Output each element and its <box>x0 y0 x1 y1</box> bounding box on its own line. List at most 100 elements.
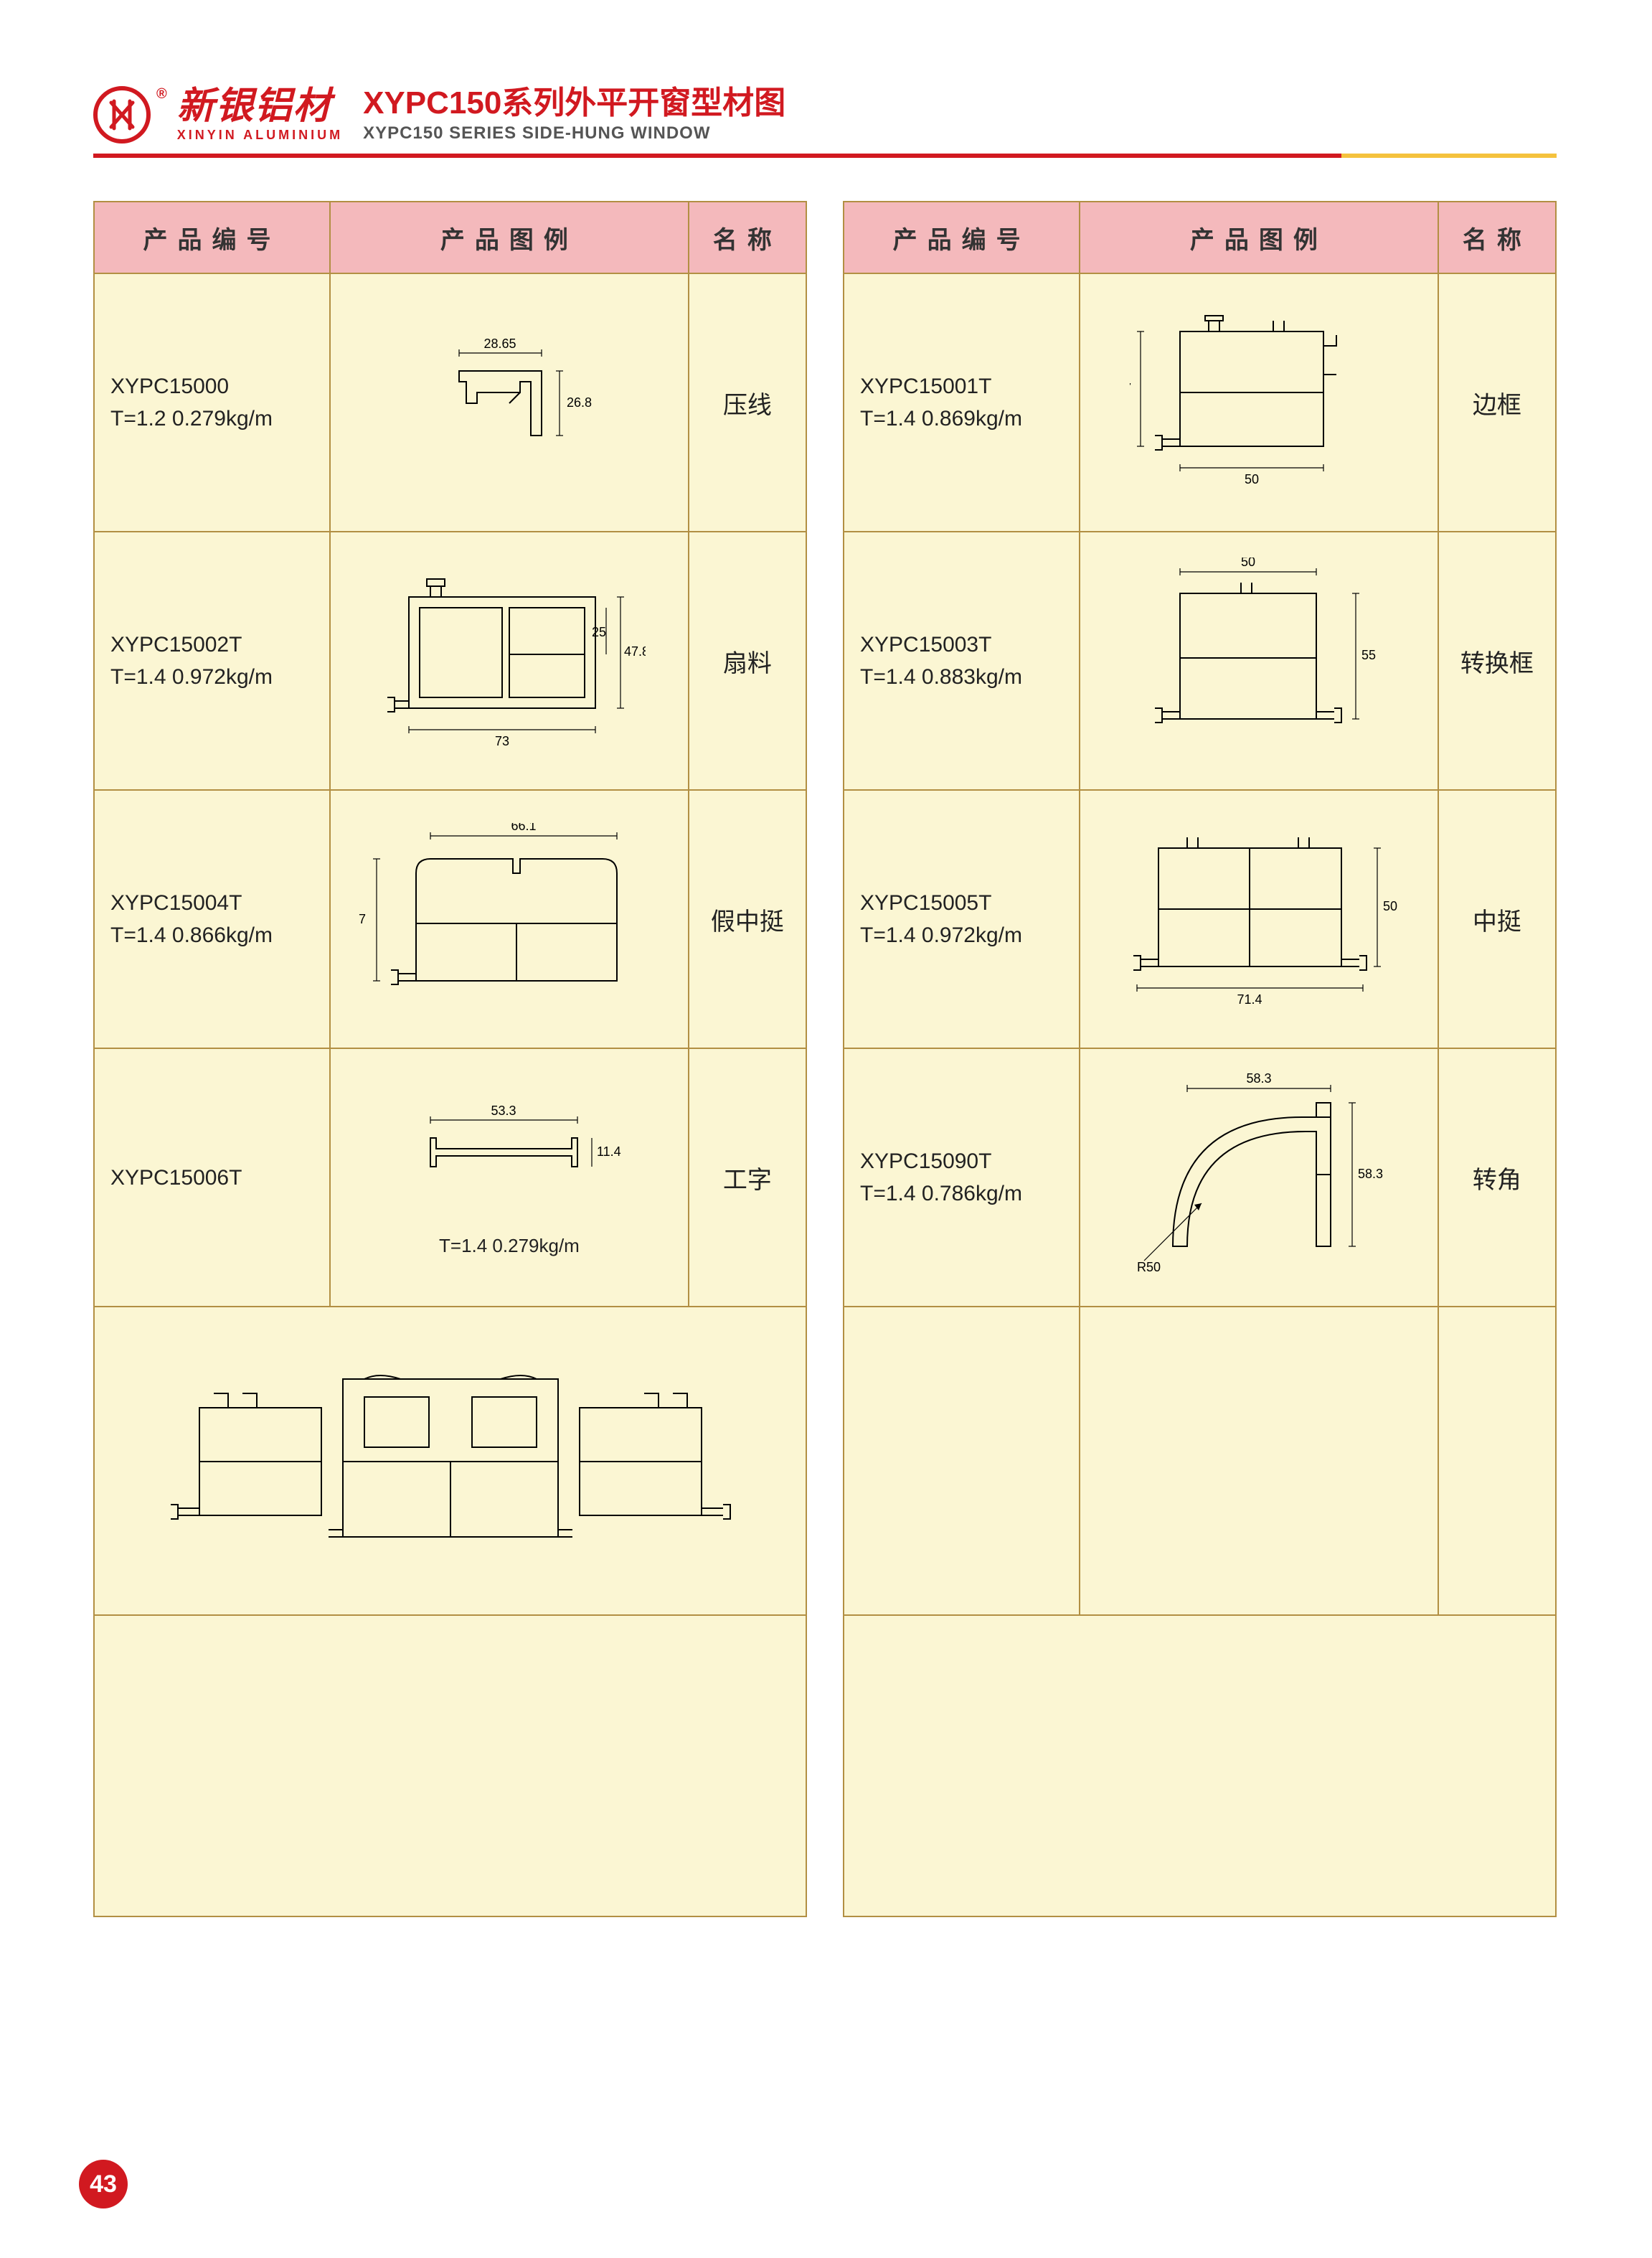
code-line1: XYPC15004T <box>110 891 242 915</box>
dim-w: 28.65 <box>483 337 516 351</box>
code-line2: T=1.4 0.869kg/m <box>860 407 1022 431</box>
product-name: 压线 <box>689 273 806 532</box>
product-code: XYPC15003T T=1.4 0.883kg/m <box>844 532 1080 790</box>
code-line1: XYPC15005T <box>860 891 991 915</box>
product-figure: 50 71.4 <box>1080 790 1438 1048</box>
code-line1: XYPC15006T <box>110 1166 242 1190</box>
logo-mark-icon <box>93 86 151 144</box>
col-figure: 产品图例 <box>330 202 689 273</box>
col-code: 产品编号 <box>844 202 1080 273</box>
dim-h: 49.7 <box>1130 381 1131 395</box>
title-block: XYPC150系列外平开窗型材图 XYPC150 SERIES SIDE-HUN… <box>363 86 785 144</box>
assembly-row <box>94 1307 806 1615</box>
dim-inset: 25 <box>592 625 606 639</box>
product-code: XYPC15006T <box>94 1048 330 1307</box>
col-code: 产品编号 <box>94 202 330 273</box>
table-row: XYPC15006T 53.3 <box>94 1048 806 1307</box>
dim-w: 71.4 <box>1237 992 1262 1007</box>
product-name: 工字 <box>689 1048 806 1307</box>
col-name: 名称 <box>1438 202 1556 273</box>
blank-cell <box>1438 1307 1556 1615</box>
product-name: 转换框 <box>1438 532 1556 790</box>
dim-h: 26.8 <box>567 395 592 410</box>
code-line1: XYPC15002T <box>110 633 242 657</box>
dim-h: 47.8 <box>624 644 646 659</box>
code-line1: XYPC15001T <box>860 375 991 398</box>
blank-cell <box>94 1615 806 1916</box>
table-row: XYPC15005T T=1.4 0.972kg/m <box>844 790 1556 1048</box>
blank-row <box>844 1615 1556 1916</box>
table-row: XYPC15001T T=1.4 0.869kg/m <box>844 273 1556 532</box>
table-row: XYPC15000 T=1.2 0.279kg/m <box>94 273 806 532</box>
brand-en: XINYIN ALUMINIUM <box>177 128 343 143</box>
registered-mark: ® <box>156 86 167 103</box>
table-row: XYPC15003T T=1.4 0.883kg/m <box>844 532 1556 790</box>
tables-wrap: 产品编号 产品图例 名称 XYPC15000 T=1.2 0.279kg/m <box>93 201 1557 1917</box>
product-figure: 50 55 <box>1080 532 1438 790</box>
code-line2: T=1.4 0.866kg/m <box>110 923 273 947</box>
figure-caption: T=1.4 0.279kg/m <box>346 1235 672 1257</box>
code-line1: XYPC15003T <box>860 633 991 657</box>
table-row: XYPC15002T T=1.4 0.972kg/m <box>94 532 806 790</box>
dim-h: 50 <box>1383 899 1397 913</box>
dim-r: R50 <box>1137 1260 1161 1274</box>
header: ® 新银铝材 XINYIN ALUMINIUM XYPC150系列外平开窗型材图… <box>93 86 1557 144</box>
product-figure: 73 47.8 25 <box>330 532 689 790</box>
code-line2: T=1.4 0.972kg/m <box>860 923 1022 947</box>
product-name: 假中挺 <box>689 790 806 1048</box>
blank-row <box>94 1615 806 1916</box>
brand-logo: ® 新银铝材 XINYIN ALUMINIUM <box>93 86 343 144</box>
product-figure: 66.1 52.77 <box>330 790 689 1048</box>
dim-h: 11.4 <box>597 1144 621 1159</box>
right-table: 产品编号 产品图例 名称 XYPC15001T T=1.4 0.869kg/m <box>843 201 1557 1917</box>
product-code: XYPC15005T T=1.4 0.972kg/m <box>844 790 1080 1048</box>
dim-w: 73 <box>495 734 509 748</box>
product-name: 边框 <box>1438 273 1556 532</box>
page: ® 新银铝材 XINYIN ALUMINIUM XYPC150系列外平开窗型材图… <box>93 86 1557 1917</box>
code-line1: XYPC15090T <box>860 1149 991 1173</box>
left-table: 产品编号 产品图例 名称 XYPC15000 T=1.2 0.279kg/m <box>93 201 807 1917</box>
page-number: 43 <box>79 2160 128 2208</box>
col-name: 名称 <box>689 202 806 273</box>
title-en: XYPC150 SERIES SIDE-HUNG WINDOW <box>363 123 785 144</box>
product-code: XYPC15001T T=1.4 0.869kg/m <box>844 273 1080 532</box>
dim-w: 50 <box>1241 558 1255 569</box>
product-figure: 58.3 58.3 R50 <box>1080 1048 1438 1307</box>
blank-row <box>844 1307 1556 1615</box>
assembly-figure <box>94 1307 806 1615</box>
brand-cn: 新银铝材 <box>177 88 343 125</box>
product-code: XYPC15004T T=1.4 0.866kg/m <box>94 790 330 1048</box>
blank-cell <box>844 1307 1080 1615</box>
code-line1: XYPC15000 <box>110 375 229 398</box>
code-line2: T=1.4 0.786kg/m <box>860 1182 1022 1205</box>
code-line2: T=1.2 0.279kg/m <box>110 407 273 431</box>
table-row: XYPC15004T T=1.4 0.866kg/m <box>94 790 806 1048</box>
product-figure: 49.7 50 <box>1080 273 1438 532</box>
header-rule <box>93 154 1557 158</box>
dim-w: 58.3 <box>1246 1071 1271 1086</box>
title-cn: XYPC150系列外平开窗型材图 <box>363 86 785 121</box>
code-line2: T=1.4 0.883kg/m <box>860 665 1022 689</box>
product-figure: 28.65 26.8 <box>330 273 689 532</box>
table-header-row: 产品编号 产品图例 名称 <box>94 202 806 273</box>
product-code: XYPC15002T T=1.4 0.972kg/m <box>94 532 330 790</box>
product-code: XYPC15090T T=1.4 0.786kg/m <box>844 1048 1080 1307</box>
dim-w: 53.3 <box>491 1104 516 1118</box>
col-figure: 产品图例 <box>1080 202 1438 273</box>
blank-cell <box>844 1615 1556 1916</box>
product-code: XYPC15000 T=1.2 0.279kg/m <box>94 273 330 532</box>
dim-h: 55 <box>1361 648 1376 662</box>
table-row: XYPC15090T T=1.4 0.786kg/m <box>844 1048 1556 1307</box>
code-line2: T=1.4 0.972kg/m <box>110 665 273 689</box>
product-name: 转角 <box>1438 1048 1556 1307</box>
dim-h: 52.77 <box>359 912 366 926</box>
blank-cell <box>1080 1307 1438 1615</box>
logo-text: 新银铝材 XINYIN ALUMINIUM <box>177 88 343 143</box>
table-header-row: 产品编号 产品图例 名称 <box>844 202 1556 273</box>
product-name: 扇料 <box>689 532 806 790</box>
dim-w: 50 <box>1245 472 1259 486</box>
dim-w: 66.1 <box>511 823 536 833</box>
product-name: 中挺 <box>1438 790 1556 1048</box>
product-figure: 53.3 11.4 T=1.4 0.279kg/m <box>330 1048 689 1307</box>
dim-h: 58.3 <box>1358 1167 1383 1181</box>
